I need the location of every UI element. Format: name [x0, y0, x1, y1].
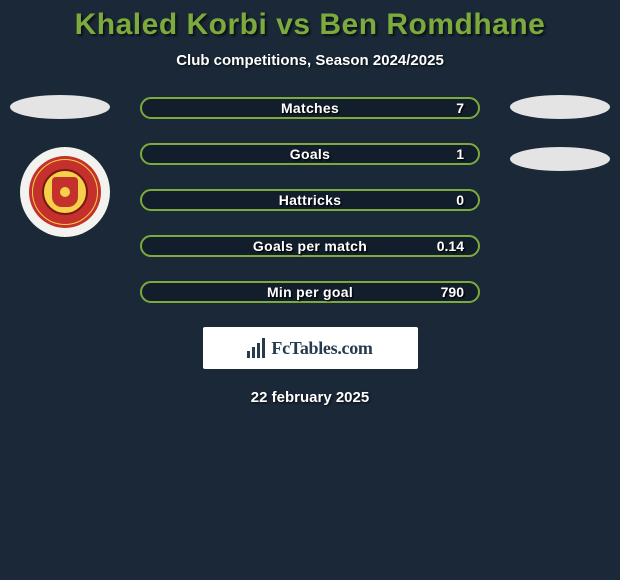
stat-label: Matches — [281, 100, 339, 116]
badge-shield-icon — [52, 177, 78, 207]
stat-value-right: 0 — [456, 192, 464, 208]
stat-value-right: 790 — [441, 284, 464, 300]
stat-value-right: 0.14 — [437, 238, 464, 254]
player-left-placeholder-1 — [10, 95, 110, 119]
badge-inner — [42, 169, 88, 215]
player-right-placeholder-2 — [510, 147, 610, 171]
snapshot-date: 22 february 2025 — [251, 389, 369, 406]
club-badge-left — [20, 147, 110, 237]
player-right-placeholder-1 — [510, 95, 610, 119]
comparison-card: Khaled Korbi vs Ben Romdhane Club compet… — [0, 0, 620, 406]
bar-chart-icon — [247, 338, 265, 358]
stat-row-matches: Matches 7 — [140, 97, 480, 119]
page-title: Khaled Korbi vs Ben Romdhane — [75, 8, 546, 42]
source-logo[interactable]: FcTables.com — [203, 327, 418, 369]
stat-value-right: 1 — [456, 146, 464, 162]
stats-area: Matches 7 Goals 1 Hattricks 0 Goals per … — [0, 97, 620, 303]
badge-ring — [29, 156, 101, 228]
stat-label: Goals per match — [253, 238, 367, 254]
stat-row-hattricks: Hattricks 0 — [140, 189, 480, 211]
logo-text: FcTables.com — [271, 338, 372, 359]
stat-row-goals: Goals 1 — [140, 143, 480, 165]
stat-label: Min per goal — [267, 284, 353, 300]
stat-row-min-per-goal: Min per goal 790 — [140, 281, 480, 303]
badge-outer-circle — [20, 147, 110, 237]
stat-label: Hattricks — [279, 192, 342, 208]
stat-label: Goals — [290, 146, 330, 162]
stat-row-goals-per-match: Goals per match 0.14 — [140, 235, 480, 257]
stat-value-right: 7 — [456, 100, 464, 116]
page-subtitle: Club competitions, Season 2024/2025 — [176, 52, 444, 69]
